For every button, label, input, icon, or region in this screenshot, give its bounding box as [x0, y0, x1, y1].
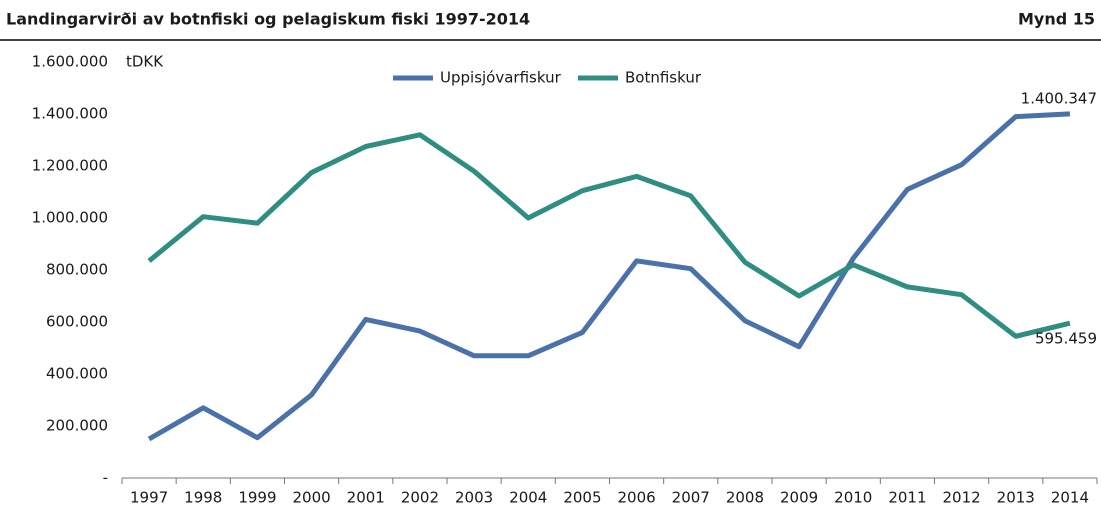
legend-label: Botnfiskur: [625, 69, 702, 87]
legend-label: Uppisjóvarfiskur: [440, 69, 562, 87]
x-tick-label: 1998: [184, 489, 222, 507]
y-tick-label: -: [103, 469, 108, 487]
x-tick-label: 2012: [942, 489, 980, 507]
y-tick-label: 1.000.000: [32, 209, 108, 227]
y-tick-label: 1.200.000: [32, 157, 108, 175]
x-tick-label: 2006: [617, 489, 655, 507]
x-tick-label: 2008: [726, 489, 764, 507]
figure-label: Mynd 15: [1018, 10, 1095, 29]
y-tick-label: 200.000: [46, 417, 108, 435]
x-tick-label: 2001: [347, 489, 385, 507]
x-tick-label: 2005: [563, 489, 601, 507]
x-tick-label: 1999: [238, 489, 276, 507]
series-line: [147, 111, 1071, 442]
data-label: 1.400.347: [1021, 89, 1097, 107]
x-tick-label: 1997: [130, 489, 168, 507]
x-tick-label: 2004: [509, 489, 547, 507]
x-tick-label: 2003: [455, 489, 493, 507]
y-tick-label: 1.400.000: [32, 105, 108, 123]
y-tick-label: 600.000: [46, 313, 108, 331]
x-tick-label: 2002: [401, 489, 439, 507]
y-tick-label: 800.000: [46, 261, 108, 279]
y-tick-label: 1.600.000: [32, 53, 108, 71]
chart-title: Landingarvirði av botnfiski og pelagisku…: [6, 10, 530, 29]
x-tick-label: 2007: [672, 489, 710, 507]
x-tick-label: 2009: [780, 489, 818, 507]
x-tick-label: 2011: [888, 489, 926, 507]
x-tick-label: 2014: [1051, 489, 1089, 507]
x-tick-label: 2010: [834, 489, 872, 507]
x-tick-label: 2013: [997, 489, 1035, 507]
unit-label: tDKK: [126, 53, 164, 71]
x-tick-label: 2000: [292, 489, 330, 507]
data-label: 595.459: [1035, 330, 1097, 348]
series-line: [147, 132, 1071, 339]
y-tick-label: 400.000: [46, 365, 108, 383]
